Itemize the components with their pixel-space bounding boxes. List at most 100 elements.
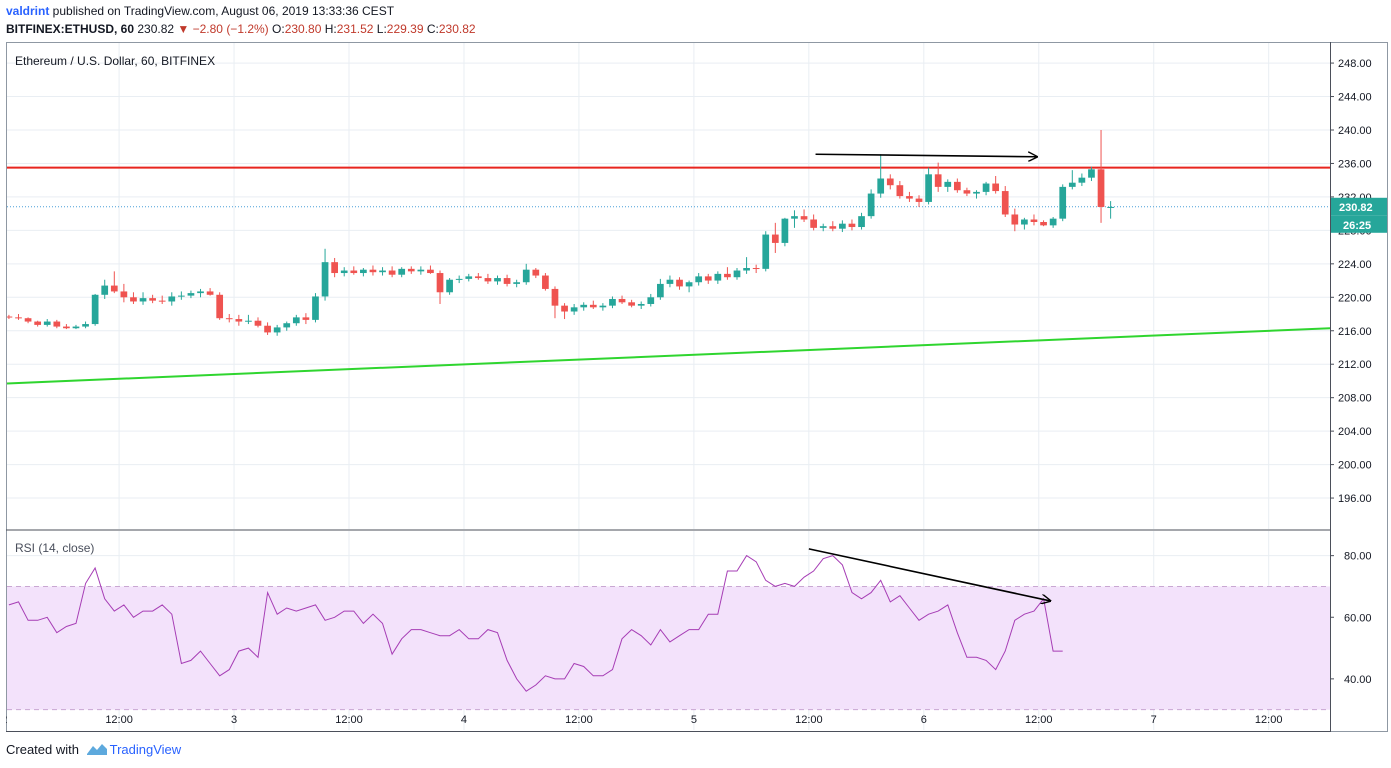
candle[interactable] xyxy=(896,181,904,199)
candle[interactable] xyxy=(877,154,885,198)
publisher-name[interactable]: valdrint xyxy=(6,4,50,18)
candle[interactable] xyxy=(1097,129,1105,223)
candle[interactable] xyxy=(580,302,588,311)
rsi-line[interactable] xyxy=(8,554,1063,692)
candle[interactable] xyxy=(858,212,865,230)
candle[interactable] xyxy=(1078,173,1086,187)
candle[interactable] xyxy=(417,266,425,275)
candle[interactable] xyxy=(609,296,616,309)
price-divergence-arrow[interactable] xyxy=(815,154,1037,157)
candle[interactable] xyxy=(953,178,961,193)
candle[interactable] xyxy=(178,291,185,300)
candle[interactable] xyxy=(589,300,597,310)
candle[interactable] xyxy=(273,324,281,336)
candle[interactable] xyxy=(446,278,453,295)
candle[interactable] xyxy=(292,314,300,326)
candle[interactable] xyxy=(666,275,674,288)
candle[interactable] xyxy=(388,266,396,278)
candle[interactable] xyxy=(542,273,549,291)
candle[interactable] xyxy=(570,303,578,315)
candle[interactable] xyxy=(24,317,32,324)
candle[interactable] xyxy=(992,176,1000,194)
candle[interactable] xyxy=(63,324,70,330)
candle[interactable] xyxy=(139,292,147,305)
candle[interactable] xyxy=(561,303,568,320)
candle[interactable] xyxy=(982,181,990,196)
candle[interactable] xyxy=(283,321,291,331)
candle[interactable] xyxy=(915,195,923,207)
candle[interactable] xyxy=(465,273,473,282)
candle[interactable] xyxy=(187,290,195,299)
candle[interactable] xyxy=(762,231,770,272)
candle[interactable] xyxy=(91,293,99,326)
candle[interactable] xyxy=(1068,170,1076,190)
candle[interactable] xyxy=(312,293,319,323)
candle[interactable] xyxy=(618,295,626,304)
candle[interactable] xyxy=(455,275,463,284)
candle[interactable] xyxy=(503,274,511,287)
candle[interactable] xyxy=(120,283,128,303)
candle[interactable] xyxy=(6,314,13,320)
candle[interactable] xyxy=(944,179,952,192)
candle[interactable] xyxy=(925,167,932,205)
candle[interactable] xyxy=(302,313,310,325)
candle[interactable] xyxy=(494,275,501,285)
candle[interactable] xyxy=(369,265,377,276)
candle[interactable] xyxy=(321,248,329,301)
candle[interactable] xyxy=(1107,201,1114,219)
candle[interactable] xyxy=(743,257,750,274)
candle[interactable] xyxy=(752,264,760,274)
candle[interactable] xyxy=(197,288,204,298)
candle[interactable] xyxy=(254,317,262,328)
candle[interactable] xyxy=(724,267,731,280)
candle[interactable] xyxy=(110,271,118,294)
candle[interactable] xyxy=(34,320,42,327)
candle[interactable] xyxy=(1059,184,1067,222)
candle[interactable] xyxy=(771,222,779,253)
candle[interactable] xyxy=(206,288,214,296)
candle[interactable] xyxy=(791,210,798,228)
candle[interactable] xyxy=(513,279,521,288)
candle[interactable] xyxy=(800,209,808,223)
candle[interactable] xyxy=(216,292,224,320)
chart-area[interactable]: 248.00244.00240.00236.00232.00228.00224.… xyxy=(6,42,1388,732)
candle[interactable] xyxy=(848,219,856,231)
candle[interactable] xyxy=(819,223,827,232)
candle[interactable] xyxy=(685,280,693,293)
candle[interactable] xyxy=(149,294,156,304)
candle[interactable] xyxy=(1021,217,1028,230)
candle[interactable] xyxy=(43,319,51,327)
candle[interactable] xyxy=(130,292,137,304)
rsi-divergence-arrow[interactable] xyxy=(808,548,1050,601)
candle[interactable] xyxy=(637,301,645,310)
candle[interactable] xyxy=(599,303,607,311)
candle[interactable] xyxy=(1049,216,1057,228)
chart-svg[interactable]: 248.00244.00240.00236.00232.00228.00224.… xyxy=(6,42,1388,732)
candle[interactable] xyxy=(867,189,875,219)
candle[interactable] xyxy=(551,286,559,319)
candle[interactable] xyxy=(1088,166,1095,182)
candle[interactable] xyxy=(934,162,942,192)
candle[interactable] xyxy=(407,266,415,274)
candle[interactable] xyxy=(331,257,338,278)
candle[interactable] xyxy=(427,265,434,274)
candle[interactable] xyxy=(225,314,233,323)
candle[interactable] xyxy=(474,273,482,280)
tradingview-brand[interactable]: TradingView xyxy=(109,742,182,757)
candle[interactable] xyxy=(810,214,817,231)
candle[interactable] xyxy=(781,217,789,247)
candle[interactable] xyxy=(522,263,530,285)
candle[interactable] xyxy=(676,277,683,290)
candle[interactable] xyxy=(1001,186,1009,217)
candle[interactable] xyxy=(158,295,166,304)
candle[interactable] xyxy=(829,221,837,232)
candle[interactable] xyxy=(839,220,846,233)
candle[interactable] xyxy=(906,191,913,202)
candle[interactable] xyxy=(379,267,386,276)
candle[interactable] xyxy=(360,268,367,277)
candle[interactable] xyxy=(973,190,980,199)
candle[interactable] xyxy=(245,314,252,325)
support-trendline[interactable] xyxy=(6,327,1331,385)
candle[interactable] xyxy=(264,322,271,335)
candle[interactable] xyxy=(704,273,712,284)
